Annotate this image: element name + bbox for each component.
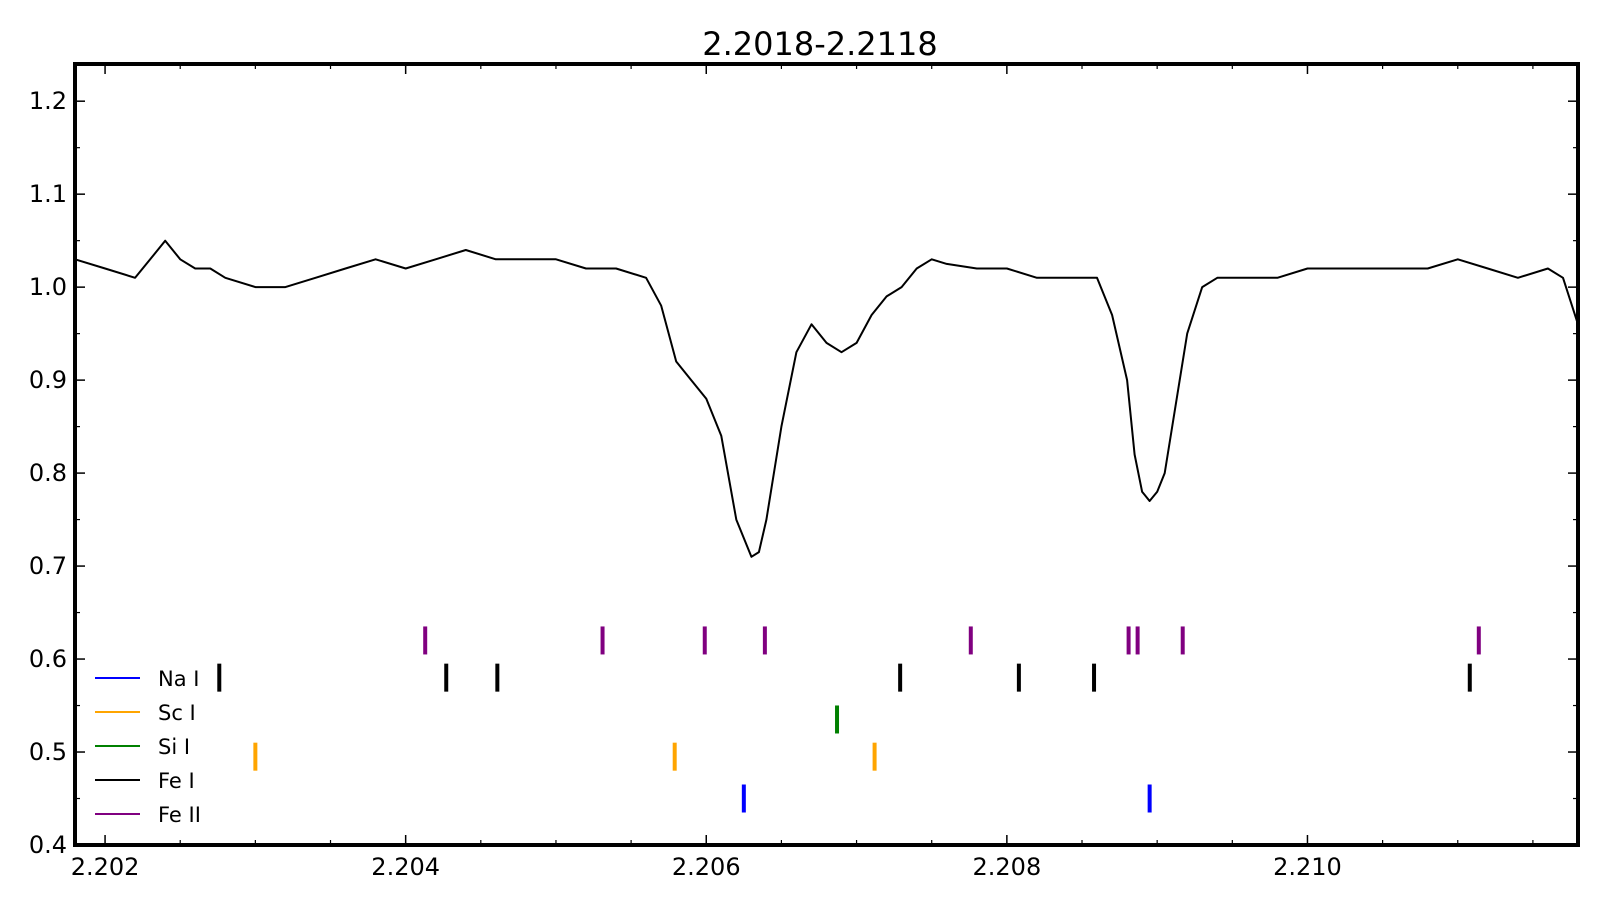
x-tick-label: 2.206 xyxy=(672,853,741,881)
x-tick-label: 2.204 xyxy=(371,853,440,881)
legend: Na I Sc I Si I Fe I Fe II xyxy=(95,667,201,827)
ticks-layer: 2.202 2.204 2.206 2.208 2.210 0.4 0.5 0.6 0.7 0.8… xyxy=(29,64,1578,881)
y-tick-label: 0.8 xyxy=(29,459,67,487)
legend-label: Si I xyxy=(158,735,190,759)
y-tick-label: 1.1 xyxy=(29,180,67,208)
y-tick-label: 0.7 xyxy=(29,552,67,580)
x-tick-label: 2.208 xyxy=(973,853,1042,881)
y-tick-label: 1.0 xyxy=(29,273,67,301)
x-tick-label: 2.210 xyxy=(1273,853,1342,881)
legend-label: Fe II xyxy=(158,803,201,827)
y-tick-label: 0.9 xyxy=(29,366,67,394)
y-tick-label: 0.6 xyxy=(29,645,67,673)
spectrum-series-line xyxy=(74,239,1579,558)
line-markers-layer xyxy=(217,626,1481,813)
y-tick-label: 1.2 xyxy=(29,87,67,115)
y-tick-label: 0.4 xyxy=(29,831,67,859)
plot-layer xyxy=(74,239,1579,558)
legend-label: Sc I xyxy=(158,701,196,725)
y-tick-label: 0.5 xyxy=(29,738,67,766)
legend-label: Na I xyxy=(158,667,199,691)
legend-label: Fe I xyxy=(158,769,195,793)
x-tick-label: 2.202 xyxy=(71,853,140,881)
plot-frame xyxy=(73,62,1580,847)
chart-title: 2.2018-2.2118 xyxy=(702,25,937,63)
